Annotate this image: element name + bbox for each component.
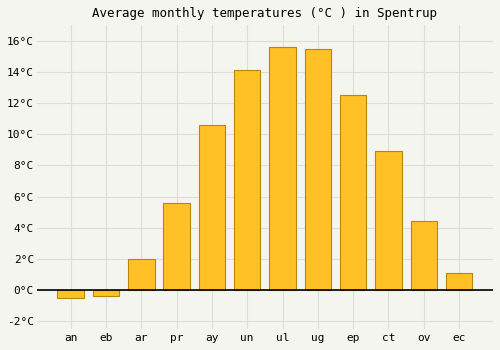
Bar	[304, 49, 331, 290]
Bar	[340, 95, 366, 290]
Bar	[234, 70, 260, 290]
Bar	[198, 125, 225, 290]
Bar	[128, 259, 154, 290]
Bar	[375, 152, 402, 290]
Bar	[410, 222, 437, 290]
Bar	[58, 290, 84, 298]
Bar	[164, 203, 190, 290]
Bar	[446, 273, 472, 290]
Bar	[270, 47, 296, 290]
Bar	[93, 290, 120, 296]
Title: Average monthly temperatures (°C ) in Spentrup: Average monthly temperatures (°C ) in Sp…	[92, 7, 438, 20]
